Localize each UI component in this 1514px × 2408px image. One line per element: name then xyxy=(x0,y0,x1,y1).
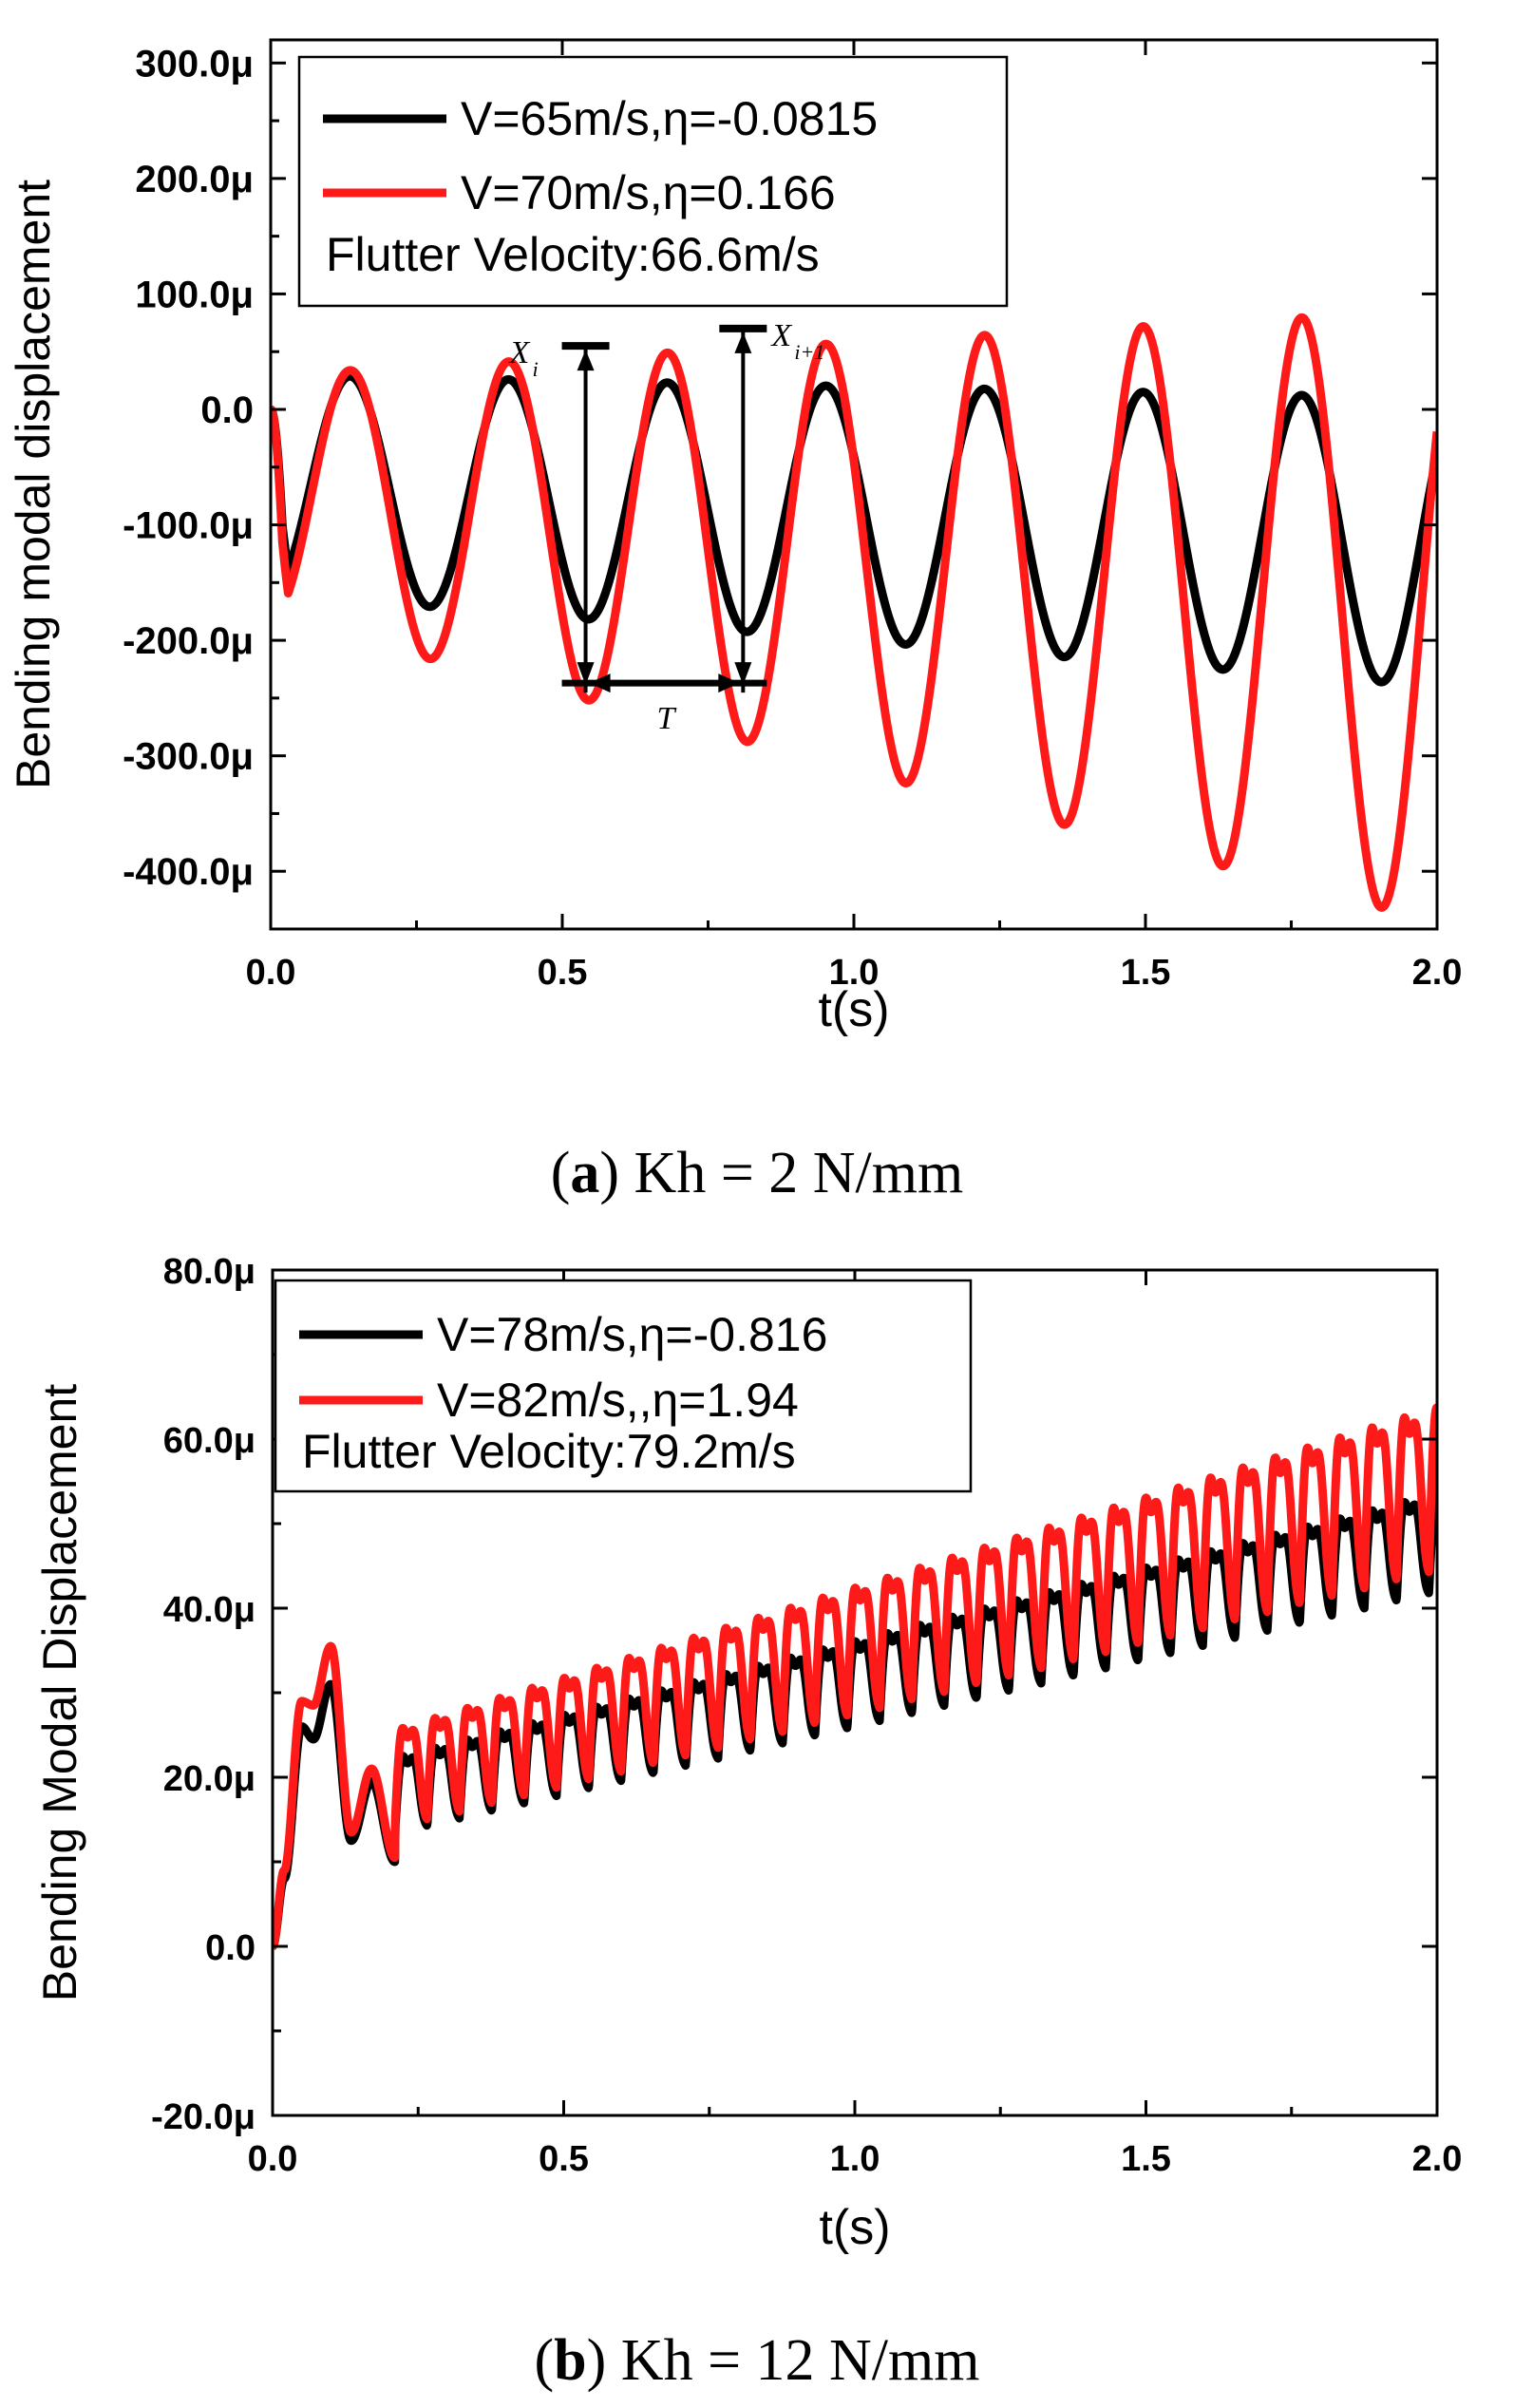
x-tick-label: 2.0 xyxy=(1412,2139,1463,2179)
y-tick-label: -20.0μ xyxy=(151,2097,255,2137)
x-tick-label: 0.0 xyxy=(248,2139,298,2179)
y-tick-label: -100.0μ xyxy=(123,505,254,547)
legend-entry: V=78m/s,η=-0.816 xyxy=(437,1308,827,1361)
xi-arrowhead xyxy=(577,350,595,371)
panel-caption: (b) Kh = 12 N/mm xyxy=(535,2328,980,2393)
xi-label: X xyxy=(508,335,531,370)
xi1-subscript: i+1 xyxy=(794,340,824,364)
y-tick-label: -200.0μ xyxy=(123,620,254,662)
y-tick-label: -300.0μ xyxy=(123,736,254,778)
x-tick-label: 1.0 xyxy=(830,2139,880,2179)
t-label: T xyxy=(656,701,676,736)
x-tick-label: 2.0 xyxy=(1412,953,1463,993)
caption-letter: b xyxy=(554,2328,586,2393)
x-axis-label: t(s) xyxy=(819,2200,890,2255)
y-tick-label: 80.0μ xyxy=(163,1252,255,1292)
y-tick-label: 200.0μ xyxy=(135,159,254,200)
caption-paren-close: ) xyxy=(587,2328,621,2393)
caption-paren-open: ( xyxy=(535,2328,555,2393)
series-line-red xyxy=(273,1403,1437,1951)
y-tick-label: 60.0μ xyxy=(163,1421,255,1461)
x-tick-label: 0.0 xyxy=(246,953,296,993)
legend: V=65m/s,η=-0.0815 V=70m/s,η=0.166 Flutter … xyxy=(297,55,1009,308)
legend-box xyxy=(274,1279,973,1493)
t-arrowhead-right xyxy=(718,673,740,693)
y-axis-label: Bending Modal Displacement xyxy=(33,1384,86,2001)
xi-bottom-arrowhead xyxy=(577,662,595,686)
caption-paren-open: ( xyxy=(551,1141,571,1205)
y-tick-label: 100.0μ xyxy=(135,274,254,315)
x-tick-label: 1.0 xyxy=(829,953,880,993)
x-axis-label: t(s) xyxy=(818,982,889,1037)
caption-paren-close: ) xyxy=(599,1141,634,1205)
y-tick-label: 0.0 xyxy=(205,1928,255,1968)
x-tick-label: 1.5 xyxy=(1121,2139,1171,2179)
xi1-arrowhead xyxy=(734,332,752,353)
legend-entry: V=65m/s,η=-0.0815 xyxy=(461,92,878,145)
xi-subscript: i xyxy=(533,357,539,381)
y-tick-label: 40.0μ xyxy=(163,1590,255,1630)
y-tick-label: -400.0μ xyxy=(123,851,254,893)
chart-panel-a: 0.0 0.5 1.0 1.5 2.0 300.0μ 200.0μ 100.0μ 0.0 -100… xyxy=(7,38,1463,1205)
t-arrowhead-left xyxy=(589,673,611,693)
legend-entry: V=82m/s,,η=1.94 xyxy=(437,1374,799,1427)
chart-panel-b: 0.0 0.5 1.0 1.5 2.080.0μ60.0μ40.0μ20.0μ0.0-2… xyxy=(33,1252,1462,2393)
x-tick-label: 1.5 xyxy=(1121,953,1171,993)
xi1-bottom-arrowhead xyxy=(734,662,752,686)
y-tick-label: 300.0μ xyxy=(135,43,254,85)
y-axis-label: Bending modal displacement xyxy=(7,180,60,789)
caption-text: Kh = 12 N/mm xyxy=(621,2328,980,2393)
caption-text: Kh = 2 N/mm xyxy=(634,1141,964,1205)
series-line-red xyxy=(271,313,1437,912)
y-tick-label: 0.0 xyxy=(200,389,254,431)
y-tick-label: 20.0μ xyxy=(163,1759,255,1799)
xi1-label: X xyxy=(769,318,792,353)
x-tick-label: 0.5 xyxy=(539,2139,589,2179)
flutter-velocity-note: Flutter Velocity:79.2m/s xyxy=(302,1425,796,1478)
flutter-velocity-note: Flutter Velocity:66.6m/s xyxy=(326,228,820,281)
x-tick-label: 0.5 xyxy=(538,953,588,993)
legend-box xyxy=(297,55,1009,308)
caption-letter: a xyxy=(570,1141,599,1205)
legend-entry: V=70m/s,η=0.166 xyxy=(461,166,836,219)
panel-caption: (a) Kh = 2 N/mm xyxy=(551,1141,964,1205)
